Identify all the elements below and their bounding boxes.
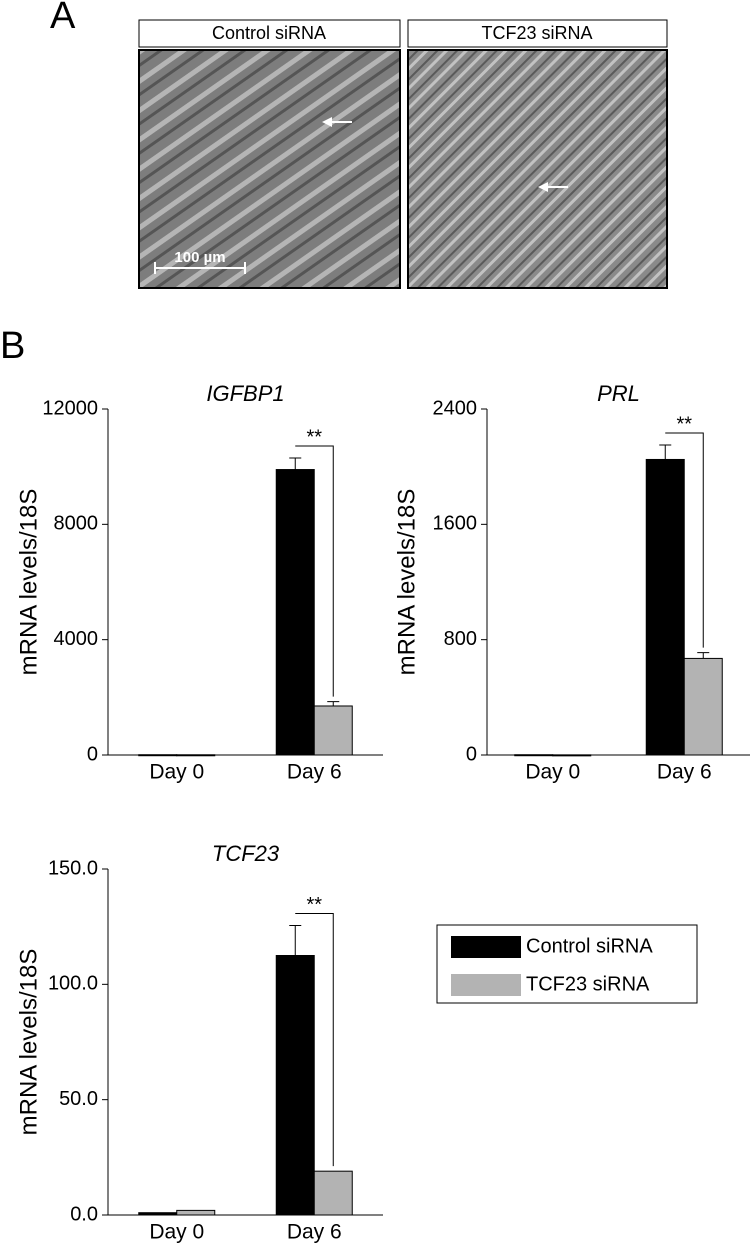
bar (552, 754, 592, 757)
legend-swatch (451, 936, 521, 958)
y-tick-label: 4000 (54, 628, 99, 650)
legend-label: TCF23 siRNA (526, 973, 650, 995)
legend-swatch (451, 974, 521, 996)
arrow (322, 117, 568, 192)
chart-title: TCF23 (212, 841, 280, 866)
bar (275, 955, 315, 1216)
bar (138, 754, 178, 757)
bar (313, 705, 353, 756)
image-label-box (407, 19, 668, 48)
micrograph (138, 49, 401, 289)
image-label-box (138, 19, 401, 48)
y-axis-label: mRNA levels/18S (393, 489, 420, 676)
y-tick-label: 800 (444, 628, 477, 650)
error-bar (289, 457, 302, 470)
significance-bracket (295, 913, 334, 1167)
y-tick-label: 0 (87, 743, 98, 765)
significance-label: ** (306, 426, 322, 448)
scale-bar (154, 262, 246, 274)
chart-title: IGFBP1 (206, 381, 284, 406)
image-label: TCF23 siRNA (481, 23, 592, 43)
error-bar (659, 444, 672, 460)
error-bar (289, 925, 302, 956)
y-tick-label: 1600 (433, 513, 478, 535)
y-axis-label: mRNA levels/18S (15, 949, 42, 1136)
panel-label: B (0, 325, 25, 367)
significance-label: ** (676, 413, 692, 435)
bar (645, 458, 685, 756)
scale-bar-label: 100 µm (174, 249, 225, 266)
x-tick-label: Day 0 (149, 761, 204, 784)
bar (176, 1209, 216, 1216)
error-bar (327, 701, 340, 706)
bar (313, 1170, 353, 1216)
x-tick-label: Day 6 (287, 761, 342, 784)
x-tick-label: Day 6 (287, 1221, 342, 1244)
significance-bracket (295, 445, 334, 697)
bar (514, 754, 554, 757)
y-tick-label: 2400 (433, 397, 478, 419)
significance-bracket (665, 432, 704, 648)
x-tick-label: Day 0 (525, 761, 580, 784)
x-tick-label: Day 0 (149, 1221, 204, 1244)
y-tick-label: 0 (466, 743, 477, 765)
bar (275, 469, 315, 756)
image-label: Control siRNA (212, 23, 326, 43)
y-tick-label: 50.0 (59, 1088, 98, 1110)
y-tick-label: 150.0 (48, 857, 98, 879)
bar (176, 754, 216, 757)
y-tick-label: 0.0 (70, 1203, 98, 1225)
y-tick-label: 100.0 (48, 973, 98, 995)
y-tick-label: 12000 (42, 397, 98, 419)
chart-title: PRL (597, 381, 640, 406)
bar (683, 657, 723, 756)
x-tick-label: Day 6 (657, 761, 712, 784)
micrograph (407, 49, 668, 289)
y-axis-label: mRNA levels/18S (15, 489, 42, 676)
bar (138, 1212, 178, 1216)
significance-label: ** (306, 894, 322, 916)
error-bar (697, 652, 710, 659)
y-tick-label: 8000 (54, 513, 99, 535)
panel-label: A (50, 0, 76, 37)
legend-label: Control siRNA (526, 935, 653, 957)
